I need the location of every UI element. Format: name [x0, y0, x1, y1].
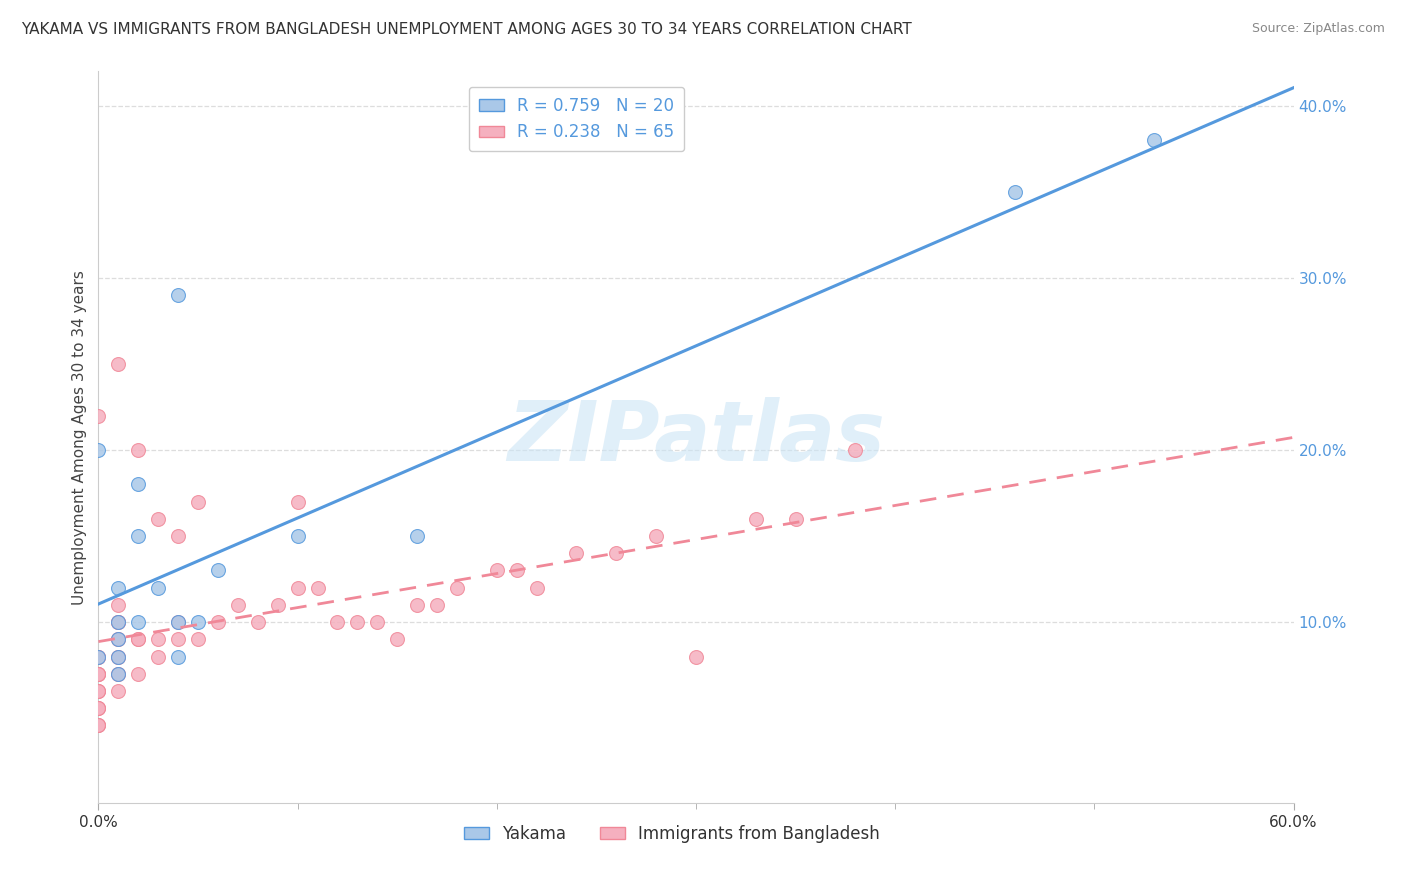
Point: [87, 684, 110, 698]
Point: [87, 666, 110, 681]
Point: [87, 442, 110, 457]
Point: [506, 564, 529, 578]
Point: [167, 615, 190, 629]
Point: [148, 581, 170, 595]
Point: [87, 666, 110, 681]
Point: [107, 666, 129, 681]
Legend: Yakama, Immigrants from Bangladesh: Yakama, Immigrants from Bangladesh: [457, 818, 887, 849]
Point: [207, 564, 229, 578]
Point: [526, 581, 548, 595]
Point: [485, 564, 508, 578]
Point: [287, 581, 309, 595]
Point: [87, 666, 110, 681]
Point: [107, 666, 129, 681]
Point: [287, 529, 309, 543]
Point: [167, 288, 190, 302]
Point: [107, 649, 129, 664]
Point: [87, 718, 110, 732]
Point: [844, 442, 866, 457]
Point: [307, 581, 329, 595]
Point: [87, 701, 110, 715]
Point: [87, 701, 110, 715]
Point: [148, 649, 170, 664]
Point: [107, 684, 129, 698]
Point: [87, 649, 110, 664]
Point: [127, 632, 149, 647]
Point: [685, 649, 707, 664]
Point: [565, 546, 588, 560]
Point: [87, 649, 110, 664]
Point: [87, 684, 110, 698]
Point: [785, 512, 807, 526]
Point: [127, 442, 149, 457]
Point: [107, 632, 129, 647]
Point: [107, 615, 129, 629]
Point: [107, 581, 129, 595]
Point: [87, 649, 110, 664]
Point: [346, 615, 368, 629]
Point: [107, 649, 129, 664]
Point: [745, 512, 768, 526]
Point: [287, 494, 309, 508]
Point: [246, 615, 269, 629]
Point: [326, 615, 349, 629]
Point: [385, 632, 409, 647]
Point: [167, 649, 190, 664]
Point: [87, 701, 110, 715]
Point: [107, 649, 129, 664]
Point: [127, 477, 149, 491]
Point: [1004, 185, 1026, 199]
Point: [107, 615, 129, 629]
Point: [226, 598, 249, 612]
Point: [107, 615, 129, 629]
Point: [167, 632, 190, 647]
Point: [1143, 133, 1166, 147]
Point: [187, 494, 209, 508]
Point: [107, 357, 129, 371]
Point: [207, 615, 229, 629]
Point: [87, 666, 110, 681]
Point: [167, 529, 190, 543]
Point: [167, 615, 190, 629]
Text: YAKAMA VS IMMIGRANTS FROM BANGLADESH UNEMPLOYMENT AMONG AGES 30 TO 34 YEARS CORR: YAKAMA VS IMMIGRANTS FROM BANGLADESH UNE…: [21, 22, 912, 37]
Point: [267, 598, 290, 612]
Point: [87, 409, 110, 423]
Point: [87, 649, 110, 664]
Point: [107, 666, 129, 681]
Point: [107, 615, 129, 629]
Point: [148, 632, 170, 647]
Point: [148, 512, 170, 526]
Point: [107, 598, 129, 612]
Point: [87, 718, 110, 732]
Text: Source: ZipAtlas.com: Source: ZipAtlas.com: [1251, 22, 1385, 36]
Point: [446, 581, 468, 595]
Point: [127, 615, 149, 629]
Point: [87, 718, 110, 732]
Point: [107, 632, 129, 647]
Point: [87, 684, 110, 698]
Point: [426, 598, 449, 612]
Point: [127, 632, 149, 647]
Point: [127, 666, 149, 681]
Point: [406, 529, 429, 543]
Y-axis label: Unemployment Among Ages 30 to 34 years: Unemployment Among Ages 30 to 34 years: [72, 269, 87, 605]
Point: [605, 546, 627, 560]
Text: ZIPatlas: ZIPatlas: [508, 397, 884, 477]
Point: [187, 632, 209, 647]
Point: [127, 529, 149, 543]
Point: [645, 529, 668, 543]
Point: [107, 632, 129, 647]
Point: [406, 598, 429, 612]
Point: [366, 615, 388, 629]
Point: [187, 615, 209, 629]
